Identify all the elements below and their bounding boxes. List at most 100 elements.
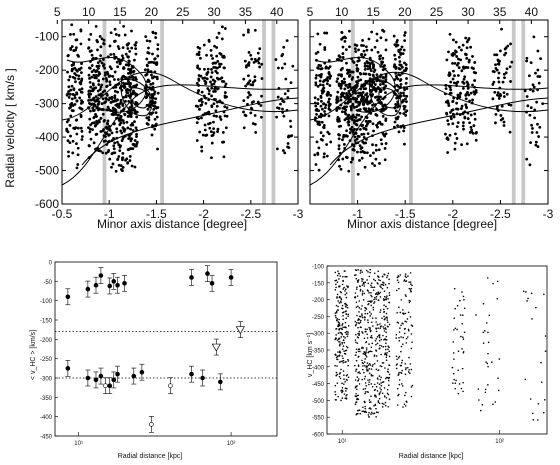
top-right-point [326, 130, 330, 134]
top-right-point [466, 66, 470, 69]
top-right-point [341, 157, 345, 161]
bottom-left-point [211, 343, 221, 352]
top-right-xlabel: Minor axis distance [degree] [347, 217, 497, 231]
top-right-point [368, 65, 372, 68]
top-right-point [402, 129, 406, 133]
top-right-point [494, 63, 497, 67]
bottom-right-point [357, 409, 359, 412]
top-right-point [378, 75, 382, 79]
bottom-right-point [379, 296, 382, 298]
bottom-right-point [378, 347, 381, 350]
bottom-right-point [456, 304, 459, 307]
top-left-point [108, 65, 112, 69]
top-left-point [195, 121, 199, 125]
bottom-right-point [337, 351, 339, 353]
top-right-point [349, 108, 353, 112]
bottom-right-point [462, 295, 465, 298]
top-left-point [212, 114, 216, 118]
top-right-point [449, 80, 453, 84]
top-left-point [88, 101, 91, 105]
bottom-right-point [368, 381, 371, 383]
bottom-right-point [340, 298, 343, 301]
top-left-point [289, 125, 293, 129]
bottom-right-point [353, 296, 356, 299]
top-left-point [135, 135, 138, 138]
top-right-point [405, 87, 409, 90]
bottom-right-point [372, 306, 375, 309]
bottom-right-point [357, 394, 360, 397]
top-right-point [506, 44, 510, 48]
top-left-point [118, 59, 122, 63]
bottom-right-point [334, 279, 336, 282]
top-left-point [258, 47, 262, 51]
top-left-point [197, 89, 200, 93]
top-left-xlabel: Minor axis distance [degree] [97, 217, 247, 231]
top-left-point [119, 121, 123, 125]
top-left-point [148, 86, 152, 90]
top-right-point [496, 62, 500, 66]
top-left-point [116, 45, 120, 48]
bottom-right-point [364, 382, 367, 384]
bottom-right-point [358, 300, 361, 302]
top-right-point [339, 84, 343, 87]
top-left-point [124, 82, 127, 86]
top-right-point [536, 122, 539, 126]
bottom-right-point [345, 306, 347, 308]
top-left-point [253, 75, 257, 79]
top-right-point [535, 131, 539, 134]
top-right-point [379, 36, 383, 40]
bottom-right-point [406, 318, 409, 320]
bottom-right-point [344, 361, 346, 363]
bottom-right-point [373, 278, 375, 281]
bottom-right-point [381, 392, 384, 395]
top-left-contour-line [129, 87, 151, 109]
bottom-right-point [342, 326, 344, 329]
bottom-right-point [531, 318, 533, 320]
top-right-point [362, 87, 366, 91]
top-right-point [344, 48, 348, 52]
bottom-right-point [334, 338, 337, 341]
top-right-point [328, 84, 332, 87]
bottom-right-point [386, 295, 388, 297]
bottom-right-point [405, 368, 407, 371]
top-right-point [447, 102, 450, 105]
top-left-point [222, 66, 226, 70]
top-left-point [134, 84, 138, 88]
bottom-right-point [378, 402, 381, 405]
bottom-right-point [343, 378, 345, 380]
top-right-point [446, 151, 450, 154]
bottom-right-point [377, 292, 380, 295]
bottom-right-point [369, 407, 371, 409]
top-left-point [80, 129, 84, 133]
top-right-point [352, 97, 355, 101]
bottom-right-point [375, 349, 377, 351]
top-right-point [355, 137, 359, 141]
top-right-point [367, 61, 371, 65]
bottom-right-point [346, 304, 348, 307]
bottom-right-point [452, 382, 454, 384]
top-left-point [94, 95, 98, 98]
bottom-right-point [335, 310, 338, 313]
top-left-point [72, 88, 76, 92]
bottom-right-point [368, 343, 370, 345]
top-right-point [368, 120, 372, 123]
top-right-point [348, 131, 352, 135]
bottom-right-y-tick-label: -300 [312, 332, 325, 338]
top-left-point [242, 99, 246, 103]
top-right-point [464, 103, 468, 107]
bottom-right-point [359, 272, 362, 274]
bottom-right-point [355, 359, 358, 362]
bottom-right-point [339, 300, 342, 303]
top-left-point [115, 127, 119, 131]
top-left-point [113, 89, 117, 93]
bottom-right-point [358, 383, 361, 385]
bottom-right-point [371, 342, 374, 345]
bottom-left-point [168, 383, 173, 389]
top-right-point [372, 151, 375, 155]
bottom-right-point [380, 338, 383, 341]
top-right-point [445, 58, 449, 62]
top-right-top-tick-label: 20 [398, 5, 412, 19]
top-right-point [322, 152, 326, 156]
bottom-right-point [398, 331, 401, 333]
top-left-point [155, 115, 159, 119]
